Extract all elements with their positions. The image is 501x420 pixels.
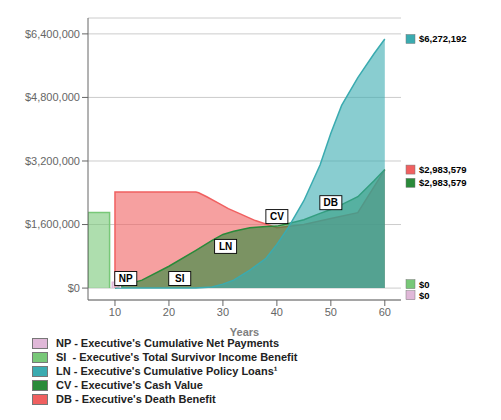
html-text:CV - Executive's Cash Value: CV - Executive's Cash Value [56,379,203,391]
html-text:NP - Executive's Cumulative Ne: NP - Executive's Cumulative Net Payments [56,337,280,349]
svg-text:$6,400,000: $6,400,000 [25,28,80,40]
svg-text:50: 50 [325,306,337,318]
svg-text:SI: SI [175,273,185,284]
html-text:LN - Executive's Cumulative Po: LN - Executive's Cumulative Policy Loans… [56,365,278,377]
svg-text:Years: Years [230,326,259,338]
svg-text:CV: CV [270,211,284,222]
svg-text:$1,600,000: $1,600,000 [25,218,80,230]
svg-text:40: 40 [271,306,283,318]
svg-text:DB: DB [324,197,338,208]
svg-text:$0: $0 [419,290,430,301]
svg-text:$4,800,000: $4,800,000 [25,91,80,103]
svg-text:$0: $0 [68,282,80,294]
svg-text:$2,983,579: $2,983,579 [419,164,467,175]
svg-text:NP: NP [119,273,133,284]
svg-text:30: 30 [217,306,229,318]
svg-text:$6,272,192: $6,272,192 [419,33,467,44]
svg-text:60: 60 [379,306,391,318]
svg-text:$2,983,579: $2,983,579 [419,177,467,188]
html-text:SI - Executive's Total Survivo: SI - Executive's Total Survivor Income B… [56,351,298,363]
svg-text:LN: LN [219,241,232,252]
svg-text:10: 10 [109,306,121,318]
html-text:DB - Executive's Death Benefit: DB - Executive's Death Benefit [56,393,216,405]
svg-text:$0: $0 [419,279,430,290]
svg-text:$3,200,000: $3,200,000 [25,155,80,167]
svg-text:20: 20 [163,306,175,318]
